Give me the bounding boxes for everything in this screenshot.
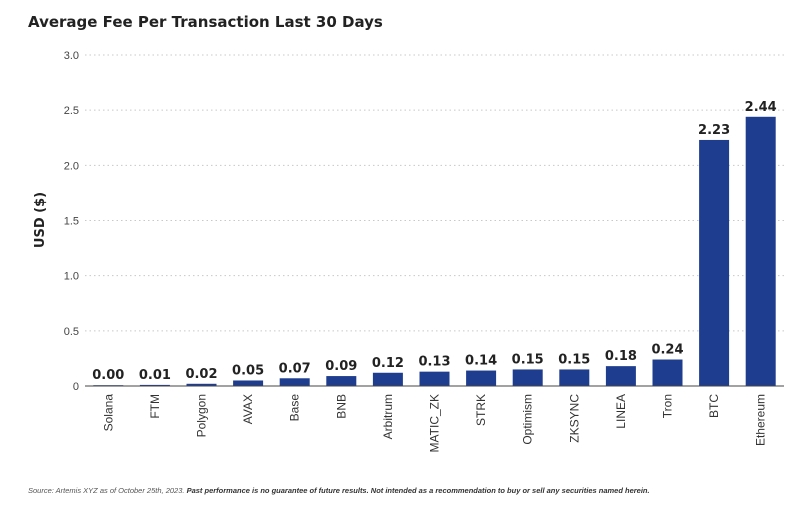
bar — [559, 369, 590, 386]
x-tick-label: MATIC_ZK — [428, 394, 442, 452]
data-label: 0.05 — [232, 363, 264, 378]
y-tick-label: 1.5 — [64, 216, 79, 228]
data-label: 0.14 — [465, 354, 497, 369]
y-tick-label: 2.0 — [64, 160, 79, 172]
data-label: 0.09 — [325, 359, 357, 374]
data-label: 0.02 — [185, 367, 217, 382]
bar — [372, 372, 403, 386]
data-label: 0.15 — [558, 352, 590, 367]
x-tick-label: Solana — [101, 394, 115, 432]
grid-lines — [85, 54, 784, 332]
bar — [326, 376, 357, 386]
bar — [279, 378, 310, 386]
y-tick-label: 3.0 — [64, 50, 79, 62]
x-tick-label: BNB — [334, 394, 348, 419]
x-tick-label: Polygon — [195, 394, 209, 437]
x-tick-label: FTM — [148, 394, 162, 419]
data-label: 0.12 — [372, 356, 404, 371]
y-tick-label: 1.0 — [64, 271, 79, 283]
y-tick-label: 0 — [73, 381, 79, 393]
y-tick-labels: 0 0.5 1.0 1.5 2.0 2.5 3.0 — [64, 50, 79, 393]
y-tick-label: 2.5 — [64, 105, 79, 117]
bars — [93, 116, 776, 386]
disclaimer: Past performance is no guarantee of futu… — [186, 486, 650, 495]
x-tick-labels: Solana FTM Polygon AVAX Base BNB Arbitrum MATIC… — [101, 394, 767, 453]
bar — [466, 370, 497, 386]
bar — [605, 366, 636, 386]
source-note: Source: Artemis XYZ as of October 25th, … — [28, 486, 185, 495]
data-label: 2.44 — [745, 100, 777, 115]
bar — [419, 371, 450, 386]
x-tick-label: ZKSYNC — [567, 394, 581, 443]
y-axis-label: USD ($) — [33, 192, 48, 248]
bar — [699, 139, 730, 386]
data-label: 0.01 — [139, 368, 171, 383]
x-tick-label: STRK — [474, 394, 488, 426]
bar — [139, 384, 170, 386]
x-tick-label: Ethereum — [754, 394, 768, 446]
footer: Source: Artemis XYZ as of October 25th, … — [28, 486, 650, 495]
x-tick-label: Tron — [661, 394, 675, 418]
x-tick-label: AVAX — [241, 394, 255, 424]
x-tick-label: LINEA — [614, 394, 628, 429]
data-label: 0.00 — [92, 368, 124, 383]
data-label: 0.15 — [512, 352, 544, 367]
x-tick-label: Arbitrum — [381, 394, 395, 439]
x-tick-label: Base — [288, 394, 302, 422]
bar — [652, 359, 683, 386]
data-label: 0.07 — [279, 361, 311, 376]
data-label: 0.24 — [651, 343, 683, 358]
chart-title: Average Fee Per Transaction Last 30 Days — [28, 13, 383, 31]
bar — [745, 116, 776, 386]
x-tick-label: BTC — [707, 394, 721, 418]
x-tick-label: Optimism — [521, 394, 535, 445]
bar — [512, 369, 543, 386]
y-tick-label: 0.5 — [64, 326, 79, 338]
data-label: 0.13 — [418, 355, 450, 370]
bar — [186, 383, 217, 386]
data-label: 2.23 — [698, 123, 730, 138]
data-label: 0.18 — [605, 349, 637, 364]
data-labels: 0.00 0.01 0.02 0.05 0.07 0.09 0.12 0.13 0.14 0.15… — [92, 100, 776, 383]
bar — [233, 380, 264, 386]
